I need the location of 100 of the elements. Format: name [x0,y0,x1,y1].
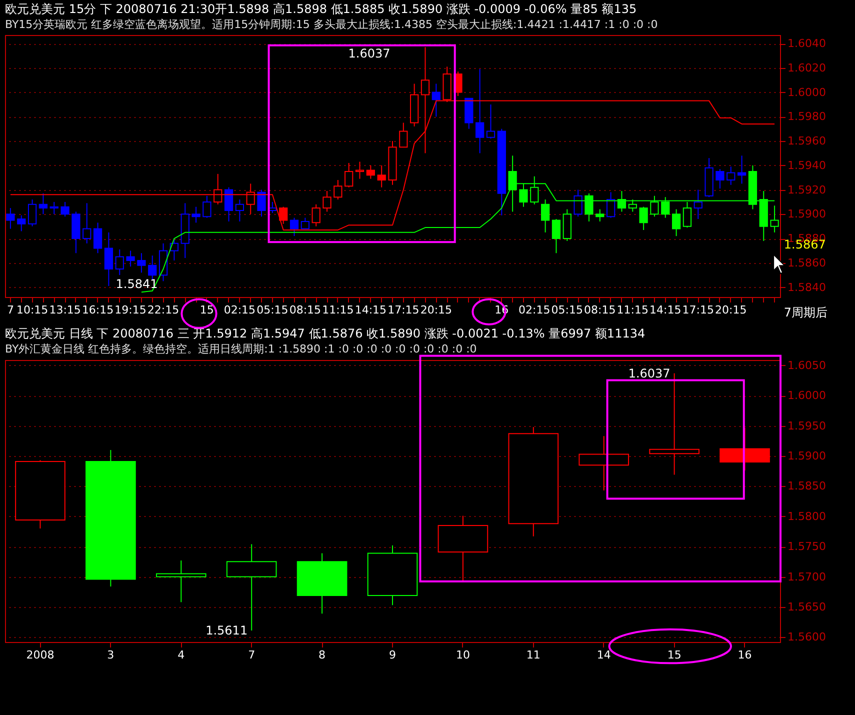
candlestick [279,206,288,224]
x-tick-label: 16 [738,648,752,662]
text: 7周期后 [784,306,828,320]
candlestick [312,204,320,227]
candlestick [235,199,244,222]
x-tick-label: 15 [200,304,214,316]
x-tick-label: 05:15 [551,304,583,316]
candlestick [17,214,26,232]
candlestick [355,161,364,180]
candlestick [257,189,266,218]
candlestick [115,248,124,276]
x-tick-label: 05:15 [256,304,288,316]
y-tick-label: 1.5850 [788,480,826,493]
candlestick [584,192,594,222]
candlestick [246,183,255,215]
y-tick-label: 1.6020 [788,61,826,74]
x-tick-label: 13:15 [49,304,81,316]
x-tick-label: 14:15 [650,304,682,316]
x-tick-label: 08:15 [289,304,322,316]
y-tick-label: 1.6040 [788,37,826,50]
candlestick [366,164,375,180]
candlestick [540,199,550,233]
candlestick [82,202,92,244]
candlestick [214,173,222,205]
candlestick [60,201,70,218]
candlestick [596,208,604,222]
candlestick [639,206,648,230]
candlestick [476,68,484,154]
candlestick [377,164,386,188]
candlestick [628,199,637,212]
x-tick-label: 10 [456,648,470,662]
candlestick [148,255,157,280]
candlestick [156,560,206,603]
candlestick [224,186,234,222]
candlestick [432,83,440,118]
x-tick-label: 20:15 [420,304,452,316]
annotation: 1.6037 [348,46,390,60]
candlestick [737,155,746,184]
y-tick-label: 1.5840 [788,280,826,294]
x-tick-label: 7 [6,304,14,316]
candlestick [606,192,616,218]
chart-subtitle: BY外汇黄金日线 红色持多。绿色持空。适用日线周期:1 :1.5890 :1 :0 :0 :0 :0 :0 :0 :0 :0 :0 :0 [5,342,477,356]
x-tick-label: 11 [526,648,540,662]
y-tick-label: 1.5750 [788,540,826,554]
candlestick [126,250,135,268]
y-tick-label: 1.5860 [788,256,826,270]
candlestick [726,166,736,186]
x-tick-label: 9 [389,648,396,662]
candlestick [137,252,146,274]
x-tick-label: 19:15 [114,304,146,316]
x-tick-label: 2008 [26,648,54,662]
y-tick-label: 1.5650 [788,600,826,614]
candlestick [93,222,102,254]
annotation: 1.6037 [628,366,670,380]
chart-subtitle: BY15分英瑞欧元 红多绿空蓝色离场观望。适用15分钟周期:15 多头最大止损线:1.4385 空头最大止损线:1.4421 :1.4417 :1 :0 :0 :0 [5,18,658,31]
y-tick-label: 1.5960 [788,134,826,148]
candlestick [50,201,58,215]
y-tick-label: 1.5980 [788,110,826,124]
y-tick-label: 1.5900 [788,208,826,221]
y-tick-label: 1.6000 [788,389,826,402]
x-tick-label: 11:15 [616,304,648,316]
x-tick-label: 16:15 [82,304,114,316]
candlestick [202,195,212,218]
x-tick-label: 08:15 [584,304,616,316]
candlestick [322,190,332,212]
x-tick-label: 8 [318,648,326,662]
candlestick [661,196,670,218]
y-tick-label: 1.5940 [788,158,826,172]
x-tick-label: 17:15 [388,304,420,316]
x-tick-label: 22:15 [147,304,180,316]
y-tick-label: 1.5600 [788,630,826,644]
y-tick-label: 1.6000 [788,86,826,99]
candlestick [486,104,496,140]
x-tick-label: 02:15 [518,304,550,316]
candlestick [672,208,681,237]
x-tick-label: 3 [107,648,114,662]
x-tick-label: 02:15 [224,304,256,316]
y-tick-label: 1.5700 [788,570,826,584]
candlestick [38,192,48,215]
candlestick [552,218,561,254]
candlestick [334,180,342,200]
candlestick [28,199,37,227]
candlestick [770,205,779,233]
candlestick [574,189,582,218]
candlestick [716,168,724,190]
y-tick-label: 1.5950 [788,419,826,432]
x-tick-label: 14 [596,648,611,662]
candlestick [650,195,659,218]
candlestick [104,232,114,287]
x-tick-label: 17:15 [682,304,714,316]
x-tick-label: 20:15 [715,304,747,316]
chart-title: 欧元兑美元 日线 下 20080716 三 开1.5912 高1.5947 低1.5876 收1.5890 涨跌 -0.0021 -0.13% 量6997 额11134 [5,326,646,340]
x-tick-label: 4 [178,648,185,662]
candlestick [290,217,299,237]
candlestick [344,162,354,188]
x-tick-label: 15 [667,648,682,662]
chart-title: 欧元兑美元 15分 下 20080716 21:30开1.5898 高1.5898 低1.5885 收1.5890 涨跌 -0.0009 -0.06% 量85 额135 [5,2,637,16]
candlestick [682,201,692,228]
y-tick-label: 1.6050 [788,358,826,372]
candlestick [694,189,702,220]
